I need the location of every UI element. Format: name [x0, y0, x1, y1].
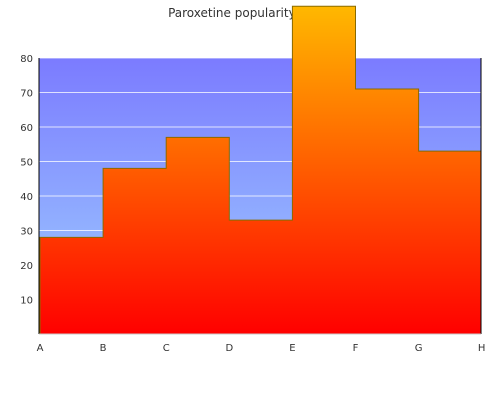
y-tick-label: 70 — [20, 89, 33, 100]
y-tick-label: 80 — [20, 54, 33, 65]
y-tick-label: 10 — [20, 296, 33, 307]
y-tick-label: 60 — [20, 123, 33, 134]
x-tick-label: G — [415, 343, 423, 354]
x-tick-labels: A B C D E F G H — [37, 343, 486, 354]
chart-title: Paroxetine popularity, ages — [168, 6, 332, 20]
x-tick-label: H — [478, 343, 486, 354]
series-area — [39, 5, 481, 334]
x-tick-label: D — [225, 343, 233, 354]
y-tick-label: 20 — [20, 261, 33, 272]
x-tick-label: B — [100, 343, 107, 354]
x-tick-label: F — [353, 343, 359, 354]
y-tick-labels: 10 20 30 40 50 60 70 80 — [20, 54, 33, 307]
x-tick-label: E — [289, 343, 295, 354]
x-tick-label: A — [37, 343, 44, 354]
x-tick-label: C — [163, 343, 170, 354]
y-tick-label: 40 — [20, 192, 33, 203]
axes — [38, 58, 482, 335]
y-tick-label: 30 — [20, 227, 33, 238]
y-tick-label: 50 — [20, 158, 33, 169]
